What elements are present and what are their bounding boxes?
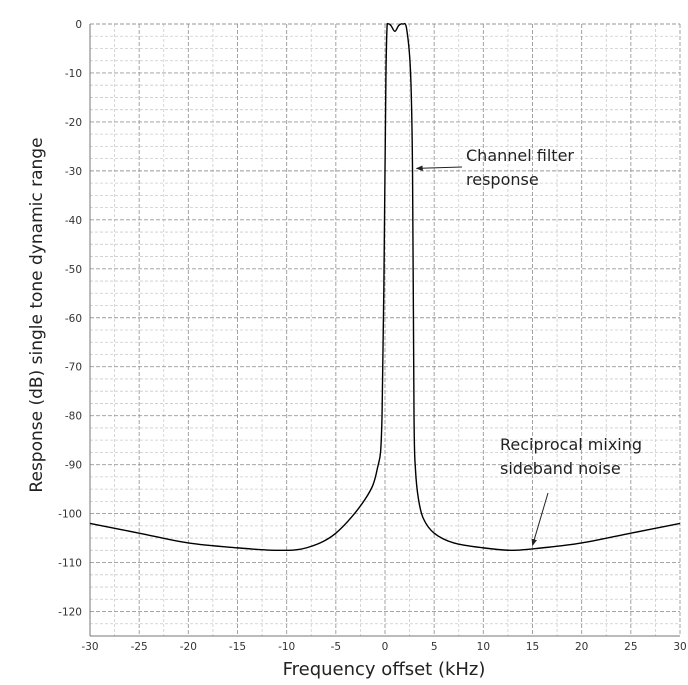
tick-labels: 0-10-20-30-40-50-60-70-80-90-100-110-120… — [58, 19, 687, 653]
x-tick-label: 30 — [673, 641, 686, 653]
annotation-arrow — [531, 492, 549, 547]
response-curve — [89, 22, 681, 552]
annotation-text-line: sideband noise — [500, 459, 621, 478]
y-tick-label: -30 — [65, 166, 82, 178]
y-tick-label: -50 — [65, 264, 82, 276]
x-tick-label: -10 — [278, 641, 295, 653]
y-tick-label: -110 — [58, 558, 82, 570]
annotation-text-line: response — [466, 170, 539, 189]
x-tick-label: 20 — [575, 641, 588, 653]
y-tick-label: -10 — [65, 68, 82, 80]
x-axis-label: Frequency offset (kHz) — [283, 659, 486, 680]
response-curve-group — [89, 22, 681, 552]
x-tick-label: -30 — [81, 641, 98, 653]
x-tick-label: -5 — [331, 641, 341, 653]
y-tick-label: -90 — [65, 460, 82, 472]
grid-lines — [89, 23, 681, 637]
annotations: Channel filter response Reciprocal mixing s… — [415, 146, 642, 547]
x-tick-label: 5 — [431, 641, 438, 653]
x-tick-label: -15 — [229, 641, 246, 653]
y-axis-label: Response (dB) single tone dynamic range — [27, 137, 47, 492]
annotation-2: Reciprocal mixing sideband noise — [500, 435, 642, 547]
annotation-text-line: Channel filter — [466, 146, 574, 165]
x-tick-label: -25 — [131, 641, 148, 653]
y-tick-label: -70 — [65, 362, 82, 374]
y-tick-label: -100 — [58, 509, 82, 521]
x-tick-label: 15 — [526, 641, 539, 653]
y-tick-label: -80 — [65, 411, 82, 423]
y-tick-label: -120 — [58, 607, 82, 619]
annotation-1: Channel filter response — [415, 146, 574, 189]
x-tick-label: -20 — [180, 641, 197, 653]
x-tick-label: 25 — [624, 641, 637, 653]
y-tick-label: 0 — [75, 19, 82, 31]
y-tick-label: -20 — [65, 117, 82, 129]
annotation-arrow — [415, 165, 463, 172]
annotation-text-line: Reciprocal mixing — [500, 435, 642, 454]
x-tick-label: 10 — [477, 641, 490, 653]
x-tick-label: 0 — [382, 641, 389, 653]
y-tick-label: -60 — [65, 313, 82, 325]
y-tick-label: -40 — [65, 215, 82, 227]
